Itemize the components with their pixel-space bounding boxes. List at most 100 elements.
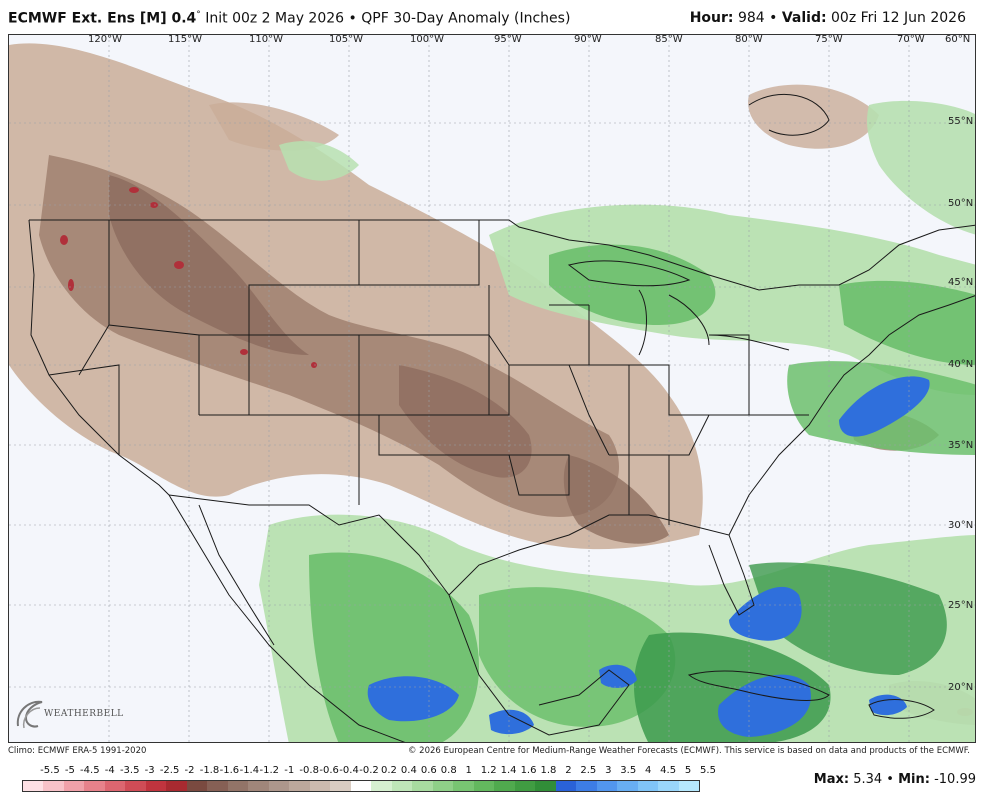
legend-swatch (432, 781, 454, 791)
legend-tick-labels: -5.5 -5 -4.5 -4 -3.5 -3 -2.5 -2 -1.8 -1.6 -1.4 -1.2… (22, 765, 716, 779)
legend-tick: 0.2 (380, 765, 397, 776)
model-name: ECMWF Ext. Ens [M] 0.4 (8, 10, 197, 27)
product-name: QPF 30-Day Anomaly (Inches) (361, 10, 571, 27)
legend-tick: -4.5 (80, 765, 100, 776)
legend-tick: -0.2 (359, 765, 379, 776)
legend-swatch (596, 781, 618, 791)
legend-swatch (186, 781, 208, 791)
legend-tick: -3.5 (119, 765, 140, 776)
legend-swatch (555, 781, 577, 791)
legend-color-bar (22, 780, 700, 792)
legend-swatch (535, 781, 556, 791)
legend-tick: 5 (684, 765, 692, 776)
legend-tick: 0.8 (440, 765, 457, 776)
legend-swatch (104, 781, 126, 791)
extreme-dry-spots (60, 187, 973, 716)
copyright-credit: © 2026 European Centre for Medium-Range … (407, 746, 970, 756)
valid-label: Valid: (781, 10, 827, 26)
lon-label-95w: 95°W (494, 34, 522, 45)
lat-label-25n: 25°N (948, 600, 974, 611)
legend-tick: 4.5 (660, 765, 677, 776)
legend-tick: 2 (565, 765, 572, 776)
legend-tick: -3 (144, 765, 155, 776)
map-title: ECMWF Ext. Ens [M] 0.4° Init 00z 2 May 2… (8, 10, 570, 27)
legend-tick: 1.8 (540, 765, 557, 776)
legend-swatch (371, 781, 392, 791)
graticule-lines (9, 35, 975, 742)
legend-swatch (391, 781, 413, 791)
legend-tick: -5.5 (40, 765, 60, 776)
legend-swatch (617, 781, 638, 791)
legend-tick: 1 (465, 765, 472, 776)
legend-tick: -2.5 (159, 765, 180, 776)
legend-swatch (309, 781, 331, 791)
lon-label-70w: 70°W (897, 34, 925, 45)
lon-label-75w: 75°W (815, 34, 843, 45)
max-min-readout: Max: 5.34 • Min: -10.99 (814, 772, 976, 787)
lat-label-50n: 50°N (948, 198, 974, 209)
degree-symbol: ° (196, 10, 201, 20)
lon-label-110w: 110°W (249, 34, 283, 45)
legend-tick: -0.8 (299, 765, 319, 776)
legend-tick: 5.5 (700, 765, 716, 776)
maxmin-sep: • (882, 772, 899, 787)
legend-tick: 1.6 (520, 765, 537, 776)
lon-label-85w: 85°W (655, 34, 683, 45)
political-boundaries (28, 93, 975, 742)
header-bullet: • (764, 10, 782, 26)
legend-tick: 3.5 (620, 765, 637, 776)
legend-swatch (412, 781, 433, 791)
legend-tick: -5 (64, 765, 75, 776)
legend-swatch (23, 781, 44, 791)
legend-swatch (125, 781, 146, 791)
valid-time-block: Hour: 984 • Valid: 00z Fri 12 Jun 2026 (690, 10, 966, 26)
legend-swatch (289, 781, 310, 791)
legend-tick: -1.6 (219, 765, 240, 776)
anomaly-map (8, 34, 976, 743)
weatherbell-logo: WEATHERBELL (14, 696, 123, 732)
legend-swatch (678, 781, 699, 791)
legend-swatch (494, 781, 515, 791)
lat-label-45n: 45°N (948, 277, 974, 288)
min-label: Min: (898, 772, 930, 787)
legend-swatch (248, 781, 269, 791)
legend-tick: 0.6 (420, 765, 437, 776)
max-value: 5.34 (849, 772, 883, 787)
legend-swatch (473, 781, 495, 791)
legend-swatch (658, 781, 679, 791)
legend-tick: -1.4 (239, 765, 260, 776)
lat-label-60n: 60°N (945, 34, 971, 45)
swirl-icon (16, 700, 43, 729)
legend-tick: -0.6 (319, 765, 339, 776)
legend-swatch (576, 781, 597, 791)
hour-label: Hour: (689, 10, 734, 26)
lat-label-30n: 30°N (948, 520, 974, 531)
legend-swatch (63, 781, 85, 791)
legend-tick: 0.4 (400, 765, 417, 776)
legend-tick: 1.4 (500, 765, 517, 776)
legend-tick: -2 (184, 765, 195, 776)
init-time: Init 00z 2 May 2026 (200, 10, 345, 27)
legend-swatch (145, 781, 167, 791)
title-bullet: • (344, 10, 362, 27)
legend-swatch (330, 781, 351, 791)
legend-swatch (268, 781, 290, 791)
legend-swatch (227, 781, 249, 791)
climo-credit: Climo: ECMWF ERA-5 1991-2020 (8, 746, 147, 756)
lat-label-20n: 20°N (948, 682, 974, 693)
legend-tick: 2.5 (580, 765, 597, 776)
legend-tick: -0.4 (339, 765, 359, 776)
lon-label-105w: 105°W (329, 34, 363, 45)
very-wet-regions (367, 376, 930, 737)
lon-label-115w: 115°W (168, 34, 202, 45)
legend-swatch (43, 781, 64, 791)
legend-tick: -4 (104, 765, 115, 776)
lon-label-120w: 120°W (88, 34, 122, 45)
legend-swatch (350, 781, 372, 791)
lat-label-35n: 35°N (948, 440, 974, 451)
legend-tick: 3 (605, 765, 612, 776)
legend-tick: 4 (644, 765, 652, 776)
legend-tick: -1 (284, 765, 295, 776)
legend-swatch (514, 781, 536, 791)
legend-swatch (84, 781, 105, 791)
